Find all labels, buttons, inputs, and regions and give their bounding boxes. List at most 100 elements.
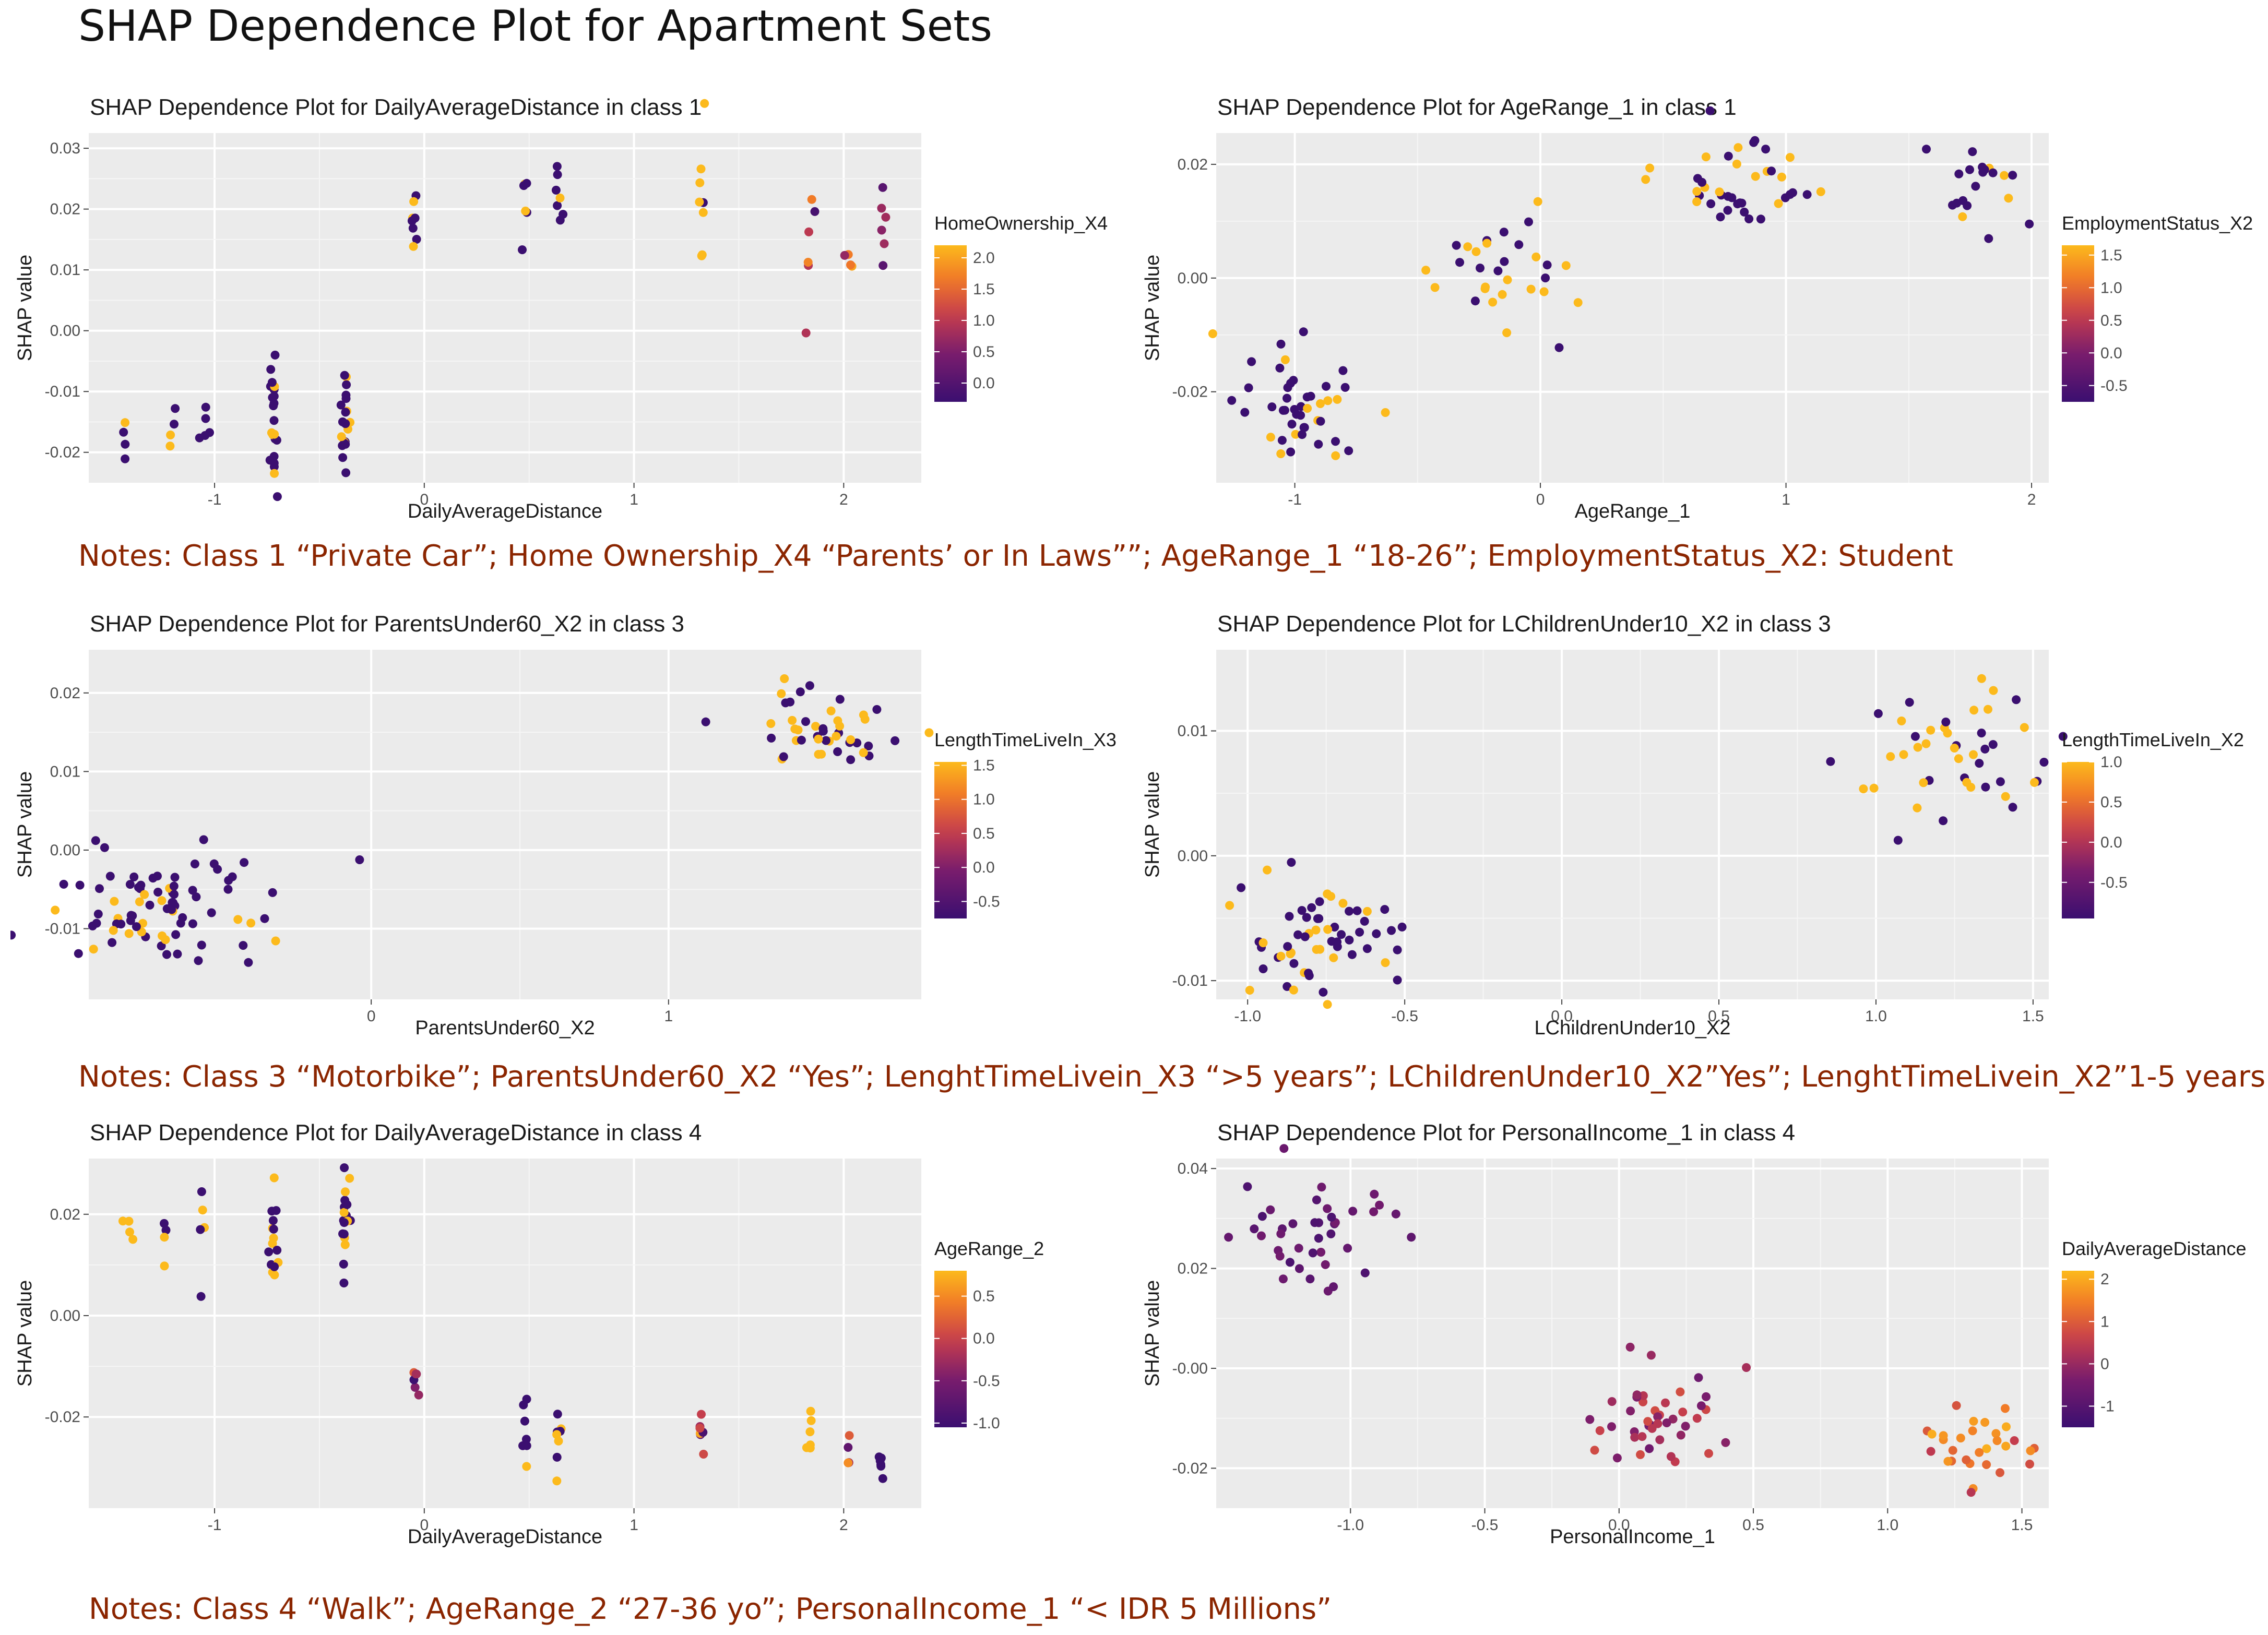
data-point [223, 885, 233, 894]
data-point [341, 1187, 350, 1197]
x-tick-label: -1 [1288, 491, 1302, 508]
data-point [1250, 1224, 1259, 1234]
data-point [121, 418, 130, 427]
data-point [270, 350, 280, 360]
legend-tick-label: 0.0 [973, 859, 995, 876]
data-point [766, 719, 776, 728]
data-point [270, 1262, 279, 1271]
data-point [1352, 906, 1362, 915]
data-point [1289, 959, 1299, 968]
legend-title: LengthTimeLiveIn_X3 [934, 729, 1117, 750]
data-point [91, 836, 100, 845]
data-point [188, 886, 197, 895]
data-point [1275, 1251, 1285, 1261]
data-point [1298, 430, 1307, 439]
data-point [1761, 145, 1771, 154]
legend-tick-label: -1 [2100, 1398, 2115, 1415]
data-point [1724, 151, 1733, 161]
data-point [1321, 1260, 1330, 1269]
data-point [700, 99, 709, 108]
data-point [270, 469, 279, 478]
data-point [832, 732, 841, 741]
data-point [109, 926, 118, 935]
data-point [266, 365, 276, 374]
data-point [51, 905, 60, 915]
data-point [1375, 1200, 1384, 1210]
data-point [1980, 744, 1990, 754]
data-point [877, 204, 886, 213]
data-point [518, 1441, 527, 1450]
legend-tick-label: 0.0 [973, 1330, 995, 1347]
data-point [1314, 439, 1323, 449]
data-point [153, 888, 163, 897]
data-point [1381, 408, 1390, 417]
data-point [786, 697, 795, 707]
data-point [1285, 1258, 1295, 1267]
data-point [1744, 214, 1754, 223]
data-point [1240, 408, 1250, 417]
x-tick-label: 0.5 [1742, 1517, 1764, 1534]
data-point [1331, 451, 1340, 460]
data-point [1280, 355, 1290, 364]
data-point [1224, 1233, 1233, 1242]
x-axis-label: LChildrenUnder10_X2 [1534, 1017, 1730, 1039]
y-tick-label: 0.00 [50, 842, 80, 859]
data-point [116, 920, 126, 929]
data-point [1266, 1205, 1275, 1214]
data-point [803, 258, 813, 267]
data-point [161, 935, 170, 945]
data-point [2001, 1441, 2011, 1451]
data-point [1299, 327, 1308, 337]
data-point [171, 404, 180, 413]
x-tick-label: 0.5 [1708, 1008, 1730, 1025]
data-point [145, 900, 155, 910]
gridlines [1216, 650, 2049, 999]
data-point [198, 1206, 207, 1215]
y-axis-label: SHAP value [14, 1280, 36, 1387]
data-point [1360, 1268, 1370, 1278]
data-point [1595, 1426, 1605, 1435]
chart-title: SHAP Dependence Plot for ParentsUnder60_… [90, 611, 684, 637]
data-point [697, 1410, 706, 1419]
data-point [1991, 1429, 2001, 1438]
data-point [1625, 1342, 1635, 1352]
data-point [878, 261, 888, 270]
data-point [260, 914, 269, 923]
data-point [846, 260, 855, 270]
data-point [1369, 1207, 1379, 1216]
data-point [1653, 1412, 1663, 1422]
data-point [108, 938, 117, 947]
data-point [1585, 1415, 1595, 1424]
data-point [1554, 343, 1564, 352]
data-point [196, 1225, 205, 1234]
y-axis-label: SHAP value [1142, 255, 1163, 361]
y-axis-label: SHAP value [1142, 1280, 1163, 1387]
data-point [818, 726, 828, 736]
plot-panel [89, 1159, 921, 1508]
data-point [1612, 1453, 1622, 1463]
data-point [1693, 174, 1702, 183]
data-point [1278, 1274, 1288, 1284]
x-tick-label: 1.0 [1865, 1008, 1887, 1025]
data-point [74, 949, 83, 958]
legend-tick-label: -0.5 [973, 893, 1000, 910]
data-point [1732, 159, 1741, 169]
data-point [171, 930, 181, 939]
data-point [1237, 883, 1246, 892]
data-point [1338, 899, 1348, 908]
data-point [1969, 750, 1978, 759]
data-point [804, 227, 813, 236]
data-point [240, 858, 249, 867]
data-point [269, 1224, 278, 1234]
data-point [2008, 171, 2017, 180]
data-point [121, 454, 130, 463]
data-point [169, 881, 179, 891]
data-point [1926, 725, 1935, 735]
data-point [1989, 686, 1998, 695]
data-point [1632, 1390, 1642, 1400]
data-point [1721, 1438, 1730, 1447]
legend-tick-label: 1.5 [2100, 247, 2122, 264]
data-point [1362, 906, 1372, 916]
data-point [1975, 1448, 1984, 1457]
data-point [552, 1476, 562, 1486]
